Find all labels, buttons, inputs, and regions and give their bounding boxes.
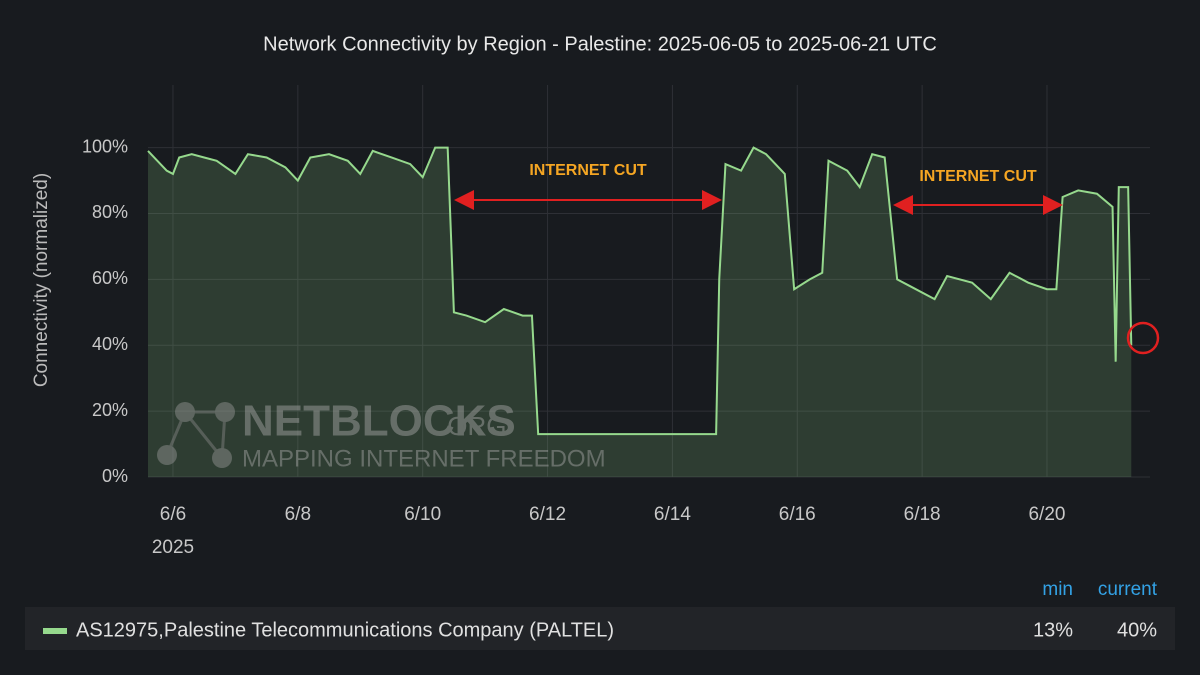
x-year-label: 2025 [152,537,194,558]
y-axis-label: Connectivity (normalized) [31,173,52,387]
x-tick-label: 6/18 [904,504,941,525]
logo-dot [175,402,195,422]
legend-column-header: current [1098,579,1158,600]
watermark-suffix: .ORG [440,411,506,441]
logo-dot [212,448,232,468]
logo-line [220,411,227,459]
watermark-tagline: MAPPING INTERNET FREEDOM [242,445,606,472]
y-tick-label: 20% [92,400,128,420]
highlight-circle [1126,321,1160,355]
legend-label: AS12975,Palestine Telecommunications Com… [76,619,614,641]
logo-line [183,411,224,459]
legend-column-header: min [1042,579,1073,600]
x-tick-label: 6/16 [779,504,816,525]
watermark-brand: NETBLOCKS [242,397,516,446]
annotation: INTERNET CUT [919,168,1037,185]
y-tick-label: 0% [102,466,128,486]
chart-title: Network Connectivity by Region - Palesti… [263,33,937,55]
logo-dot [157,445,177,465]
legend-value: 13% [1033,619,1073,641]
x-tick-label: 6/8 [285,504,311,525]
y-tick-label: 80% [92,202,128,222]
x-tick-label: 6/14 [654,504,691,525]
watermark: NETBLOCKS .ORG MAPPING INTERNET FREEDOM [157,397,606,472]
y-tick-label: 40% [92,334,128,354]
x-tick-label: 6/10 [404,504,441,525]
area-fill [148,147,1132,477]
legend-swatch [43,628,67,634]
annotation: INTERNET CUT [529,162,647,179]
y-tick-label: 100% [82,136,128,156]
x-tick-label: 6/6 [160,504,186,525]
x-tick-label: 6/12 [529,504,566,525]
logo-line [165,411,187,456]
legend-row [25,607,1175,650]
x-tick-label: 6/20 [1028,504,1065,525]
legend-value: 40% [1117,619,1157,641]
logo-dot [215,402,235,422]
series-line [147,146,1133,436]
y-tick-label: 60% [92,268,128,288]
